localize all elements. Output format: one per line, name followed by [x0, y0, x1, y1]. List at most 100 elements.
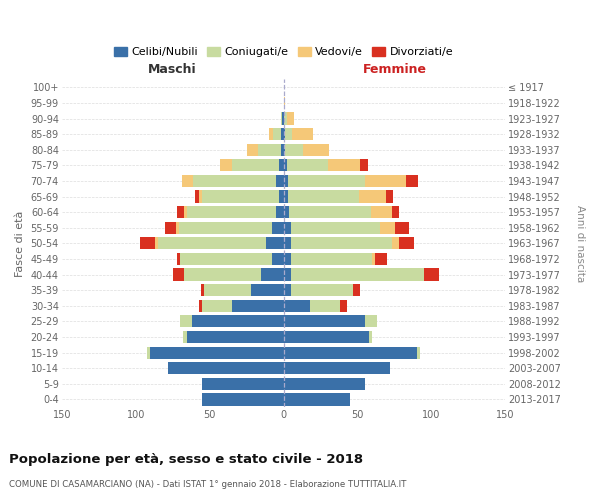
Bar — [375, 253, 387, 265]
Bar — [359, 190, 386, 202]
Bar — [281, 144, 284, 156]
Bar — [392, 206, 399, 218]
Bar — [284, 300, 310, 312]
Bar — [158, 238, 266, 250]
Bar — [259, 144, 281, 156]
Bar — [284, 128, 285, 140]
Bar — [279, 190, 284, 202]
Text: Popolazione per età, sesso e stato civile - 2018: Popolazione per età, sesso e stato civil… — [9, 452, 363, 466]
Bar — [276, 206, 284, 218]
Bar — [284, 97, 285, 109]
Bar — [177, 206, 184, 218]
Bar — [365, 175, 406, 187]
Bar — [177, 253, 180, 265]
Bar — [179, 222, 272, 234]
Bar — [148, 346, 151, 358]
Bar — [284, 190, 288, 202]
Bar — [184, 206, 187, 218]
Bar — [285, 144, 303, 156]
Bar — [201, 284, 204, 296]
Bar — [247, 144, 259, 156]
Bar — [180, 316, 192, 328]
Bar — [292, 128, 313, 140]
Bar — [284, 331, 370, 343]
Bar — [199, 300, 202, 312]
Bar — [395, 222, 409, 234]
Bar — [220, 159, 232, 172]
Bar — [291, 222, 380, 234]
Bar — [284, 268, 291, 280]
Bar — [353, 284, 361, 296]
Bar — [291, 238, 392, 250]
Bar — [187, 206, 276, 218]
Bar — [310, 300, 340, 312]
Bar — [272, 253, 284, 265]
Bar — [180, 253, 272, 265]
Bar — [284, 144, 285, 156]
Bar — [284, 346, 417, 358]
Bar — [176, 222, 179, 234]
Bar — [192, 316, 284, 328]
Bar — [287, 159, 328, 172]
Bar — [195, 190, 199, 202]
Bar — [232, 300, 284, 312]
Bar — [184, 268, 262, 280]
Bar — [273, 128, 281, 140]
Bar — [281, 112, 282, 124]
Legend: Celibi/Nubili, Coniugati/e, Vedovi/e, Divorziati/e: Celibi/Nubili, Coniugati/e, Vedovi/e, Di… — [109, 42, 458, 62]
Bar — [288, 175, 365, 187]
Bar — [279, 159, 284, 172]
Bar — [285, 128, 292, 140]
Bar — [155, 238, 158, 250]
Bar — [284, 378, 365, 390]
Bar — [284, 206, 289, 218]
Bar — [232, 159, 279, 172]
Bar — [399, 238, 414, 250]
Bar — [187, 331, 284, 343]
Bar — [202, 300, 232, 312]
Bar — [380, 222, 395, 234]
Bar — [340, 300, 347, 312]
Bar — [284, 175, 288, 187]
Bar — [202, 394, 284, 406]
Bar — [288, 190, 359, 202]
Bar — [262, 268, 284, 280]
Bar — [251, 284, 284, 296]
Bar — [284, 159, 287, 172]
Y-axis label: Anni di nascita: Anni di nascita — [575, 204, 585, 282]
Bar — [406, 175, 418, 187]
Bar — [202, 190, 279, 202]
Bar — [173, 268, 184, 280]
Bar — [269, 128, 273, 140]
Bar — [140, 238, 155, 250]
Bar — [151, 346, 284, 358]
Bar — [202, 378, 284, 390]
Bar — [165, 222, 176, 234]
Text: Femmine: Femmine — [362, 64, 427, 76]
Bar — [424, 268, 439, 280]
Bar — [291, 253, 373, 265]
Bar — [284, 316, 365, 328]
Bar — [272, 222, 284, 234]
Bar — [417, 346, 419, 358]
Bar — [284, 253, 291, 265]
Bar — [289, 206, 371, 218]
Bar — [182, 175, 193, 187]
Bar — [266, 238, 284, 250]
Bar — [282, 112, 284, 124]
Bar — [370, 331, 373, 343]
Bar — [284, 284, 291, 296]
Bar — [386, 190, 393, 202]
Bar — [284, 238, 291, 250]
Bar — [193, 175, 276, 187]
Bar — [291, 268, 424, 280]
Bar — [284, 222, 291, 234]
Bar — [287, 112, 294, 124]
Bar — [284, 112, 287, 124]
Bar — [204, 284, 251, 296]
Bar — [371, 206, 392, 218]
Bar — [183, 331, 187, 343]
Text: Maschi: Maschi — [148, 64, 197, 76]
Bar — [328, 159, 361, 172]
Bar — [392, 238, 399, 250]
